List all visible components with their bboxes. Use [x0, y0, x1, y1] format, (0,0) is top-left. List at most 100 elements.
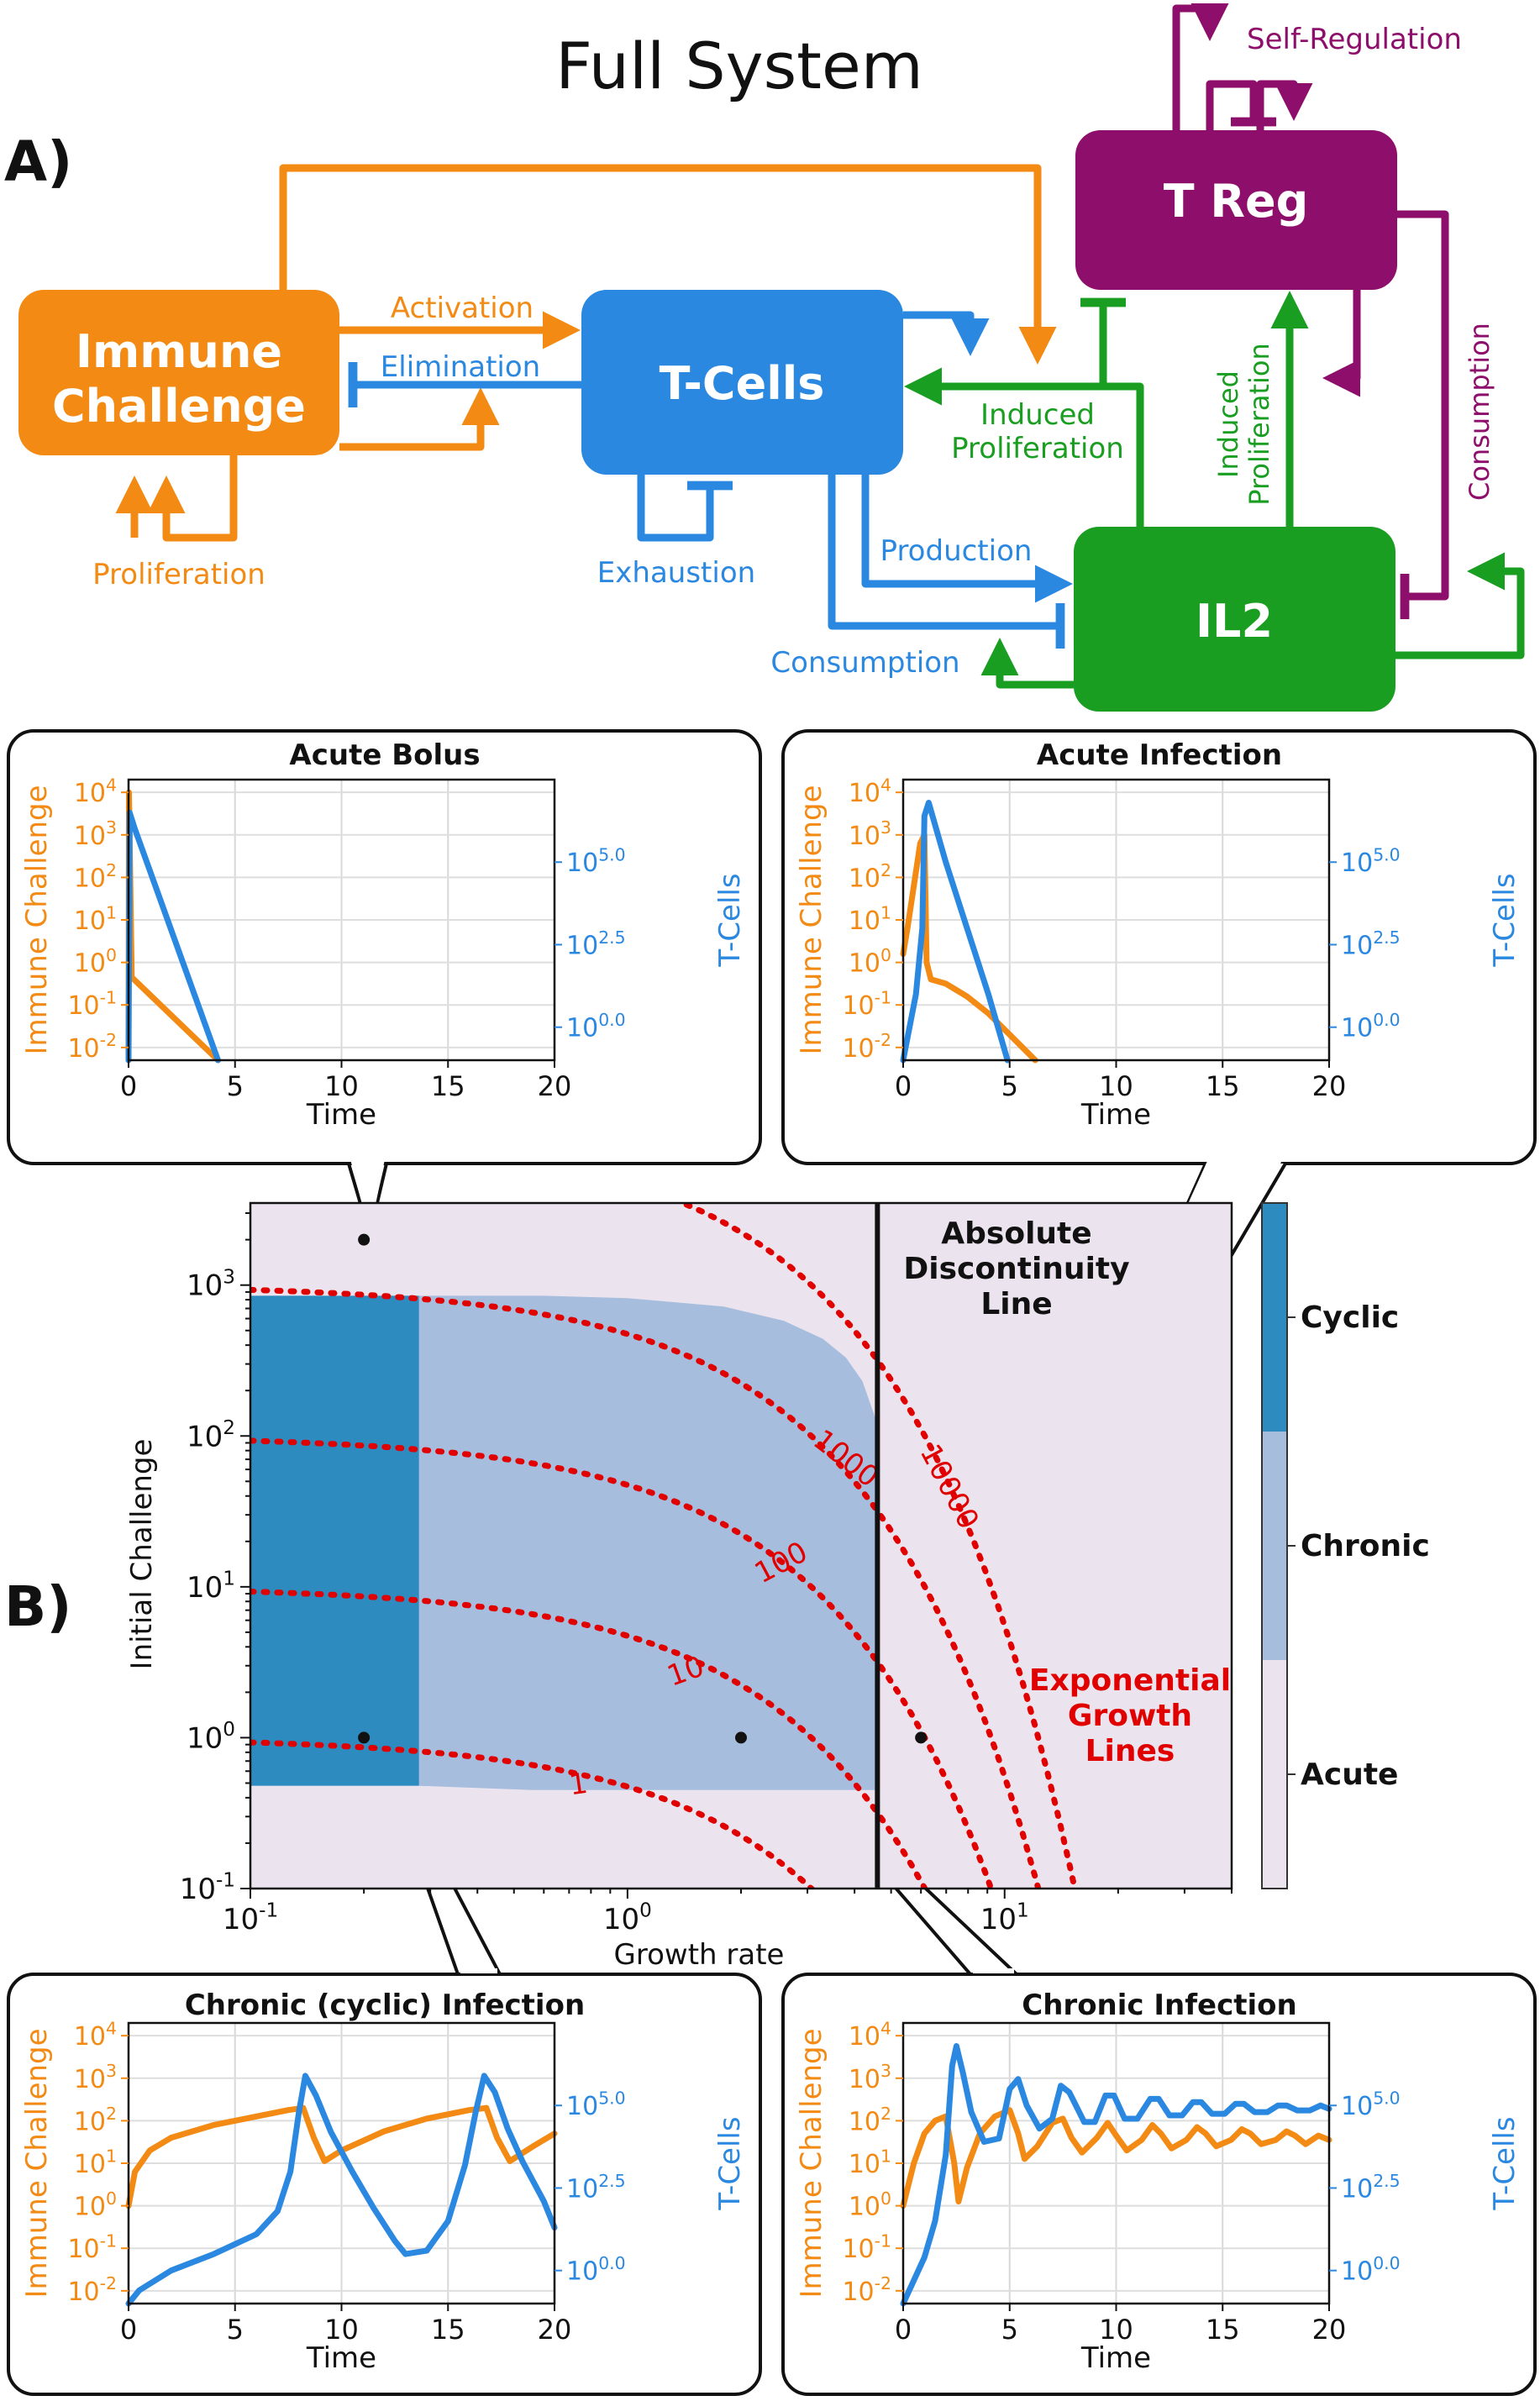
y-tick-label-left: 103: [74, 2061, 117, 2094]
label-induced-prolif-treg-2: Proliferation: [1243, 343, 1275, 506]
legend-chronic: Chronic: [1301, 1529, 1430, 1563]
region-chronic: [418, 1295, 878, 1790]
sample-point-4: [915, 1731, 928, 1744]
edge-il2-self-loop-right: [1395, 552, 1525, 659]
label-production: Production: [880, 534, 1033, 568]
growth-line-1: [250, 1739, 816, 1889]
growth-lines-label-1: Exponential: [1029, 1663, 1231, 1698]
legend-swatch-cyclic: [1262, 1203, 1287, 1432]
y-tick-label-left: 102: [74, 860, 117, 894]
x-tick-label: 20: [1312, 1070, 1347, 1102]
plot-title-acute-bolus: Acute Bolus: [289, 738, 480, 772]
x-tick-label: 5: [227, 2314, 244, 2346]
edge-consumption-treg: [1397, 210, 1449, 619]
region-legend: Cyclic Chronic Acute: [1261, 1202, 1430, 1889]
y-axis-label-left: Immune Challenge: [20, 2028, 54, 2298]
y-tick-label-left: 102: [74, 2104, 117, 2137]
sample-point-2: [358, 1731, 371, 1744]
plot-title-chronic-cyclic: Chronic (cyclic) Infection: [185, 1989, 585, 2022]
growth-lines-label-3: Lines: [1085, 1734, 1175, 1768]
x-tick-label: 20: [1312, 2314, 1347, 2346]
y-tick-label-left: 103: [74, 817, 117, 851]
panel-label-a: A): [4, 129, 72, 194]
phase-y-tick-label: 10-1: [180, 1870, 235, 1906]
x-tick-label: 5: [1001, 2314, 1018, 2346]
phase-ylabel: Initial Challenge: [125, 1439, 159, 1670]
edge-consumption-tcell: [828, 475, 1065, 649]
label-induced-prolif-tcell-1: Induced: [980, 398, 1095, 432]
time-plot-acute-infection: 0 5 10 15 20 Time 104 103 102 101 100 10-1 10-2 Immun…: [795, 775, 1522, 1132]
discontinuity-label-3: Line: [980, 1287, 1052, 1321]
y-axis-label-left: Immune Challenge: [20, 785, 54, 1054]
node-il2-label: IL2: [1196, 595, 1273, 648]
edge-exhaustion: [637, 475, 733, 542]
y-tick-label-left: 10-2: [67, 2273, 117, 2307]
phase-y-tick-label: 103: [187, 1266, 235, 1302]
y-tick-label-left: 100: [74, 945, 117, 979]
y-tick-label-left: 10-1: [842, 2231, 891, 2265]
y-tick-label-right: 102.5: [1341, 2171, 1401, 2204]
y-tick-label-right: 105.0: [1341, 2088, 1401, 2122]
edge-il2-self-loop-left: [980, 638, 1074, 689]
y-axis-label-left: Immune Challenge: [795, 785, 828, 1054]
y-tick-label-left: 102: [849, 2104, 891, 2137]
edge-tcell-self-activation: [903, 311, 990, 356]
x-axis-label: Time: [306, 1098, 376, 1132]
node-t-reg: [1075, 130, 1397, 290]
y-tick-label-left: 103: [849, 817, 891, 851]
node-immune-label-2: Challenge: [52, 380, 306, 433]
y-tick-label-left: 104: [74, 775, 117, 809]
y-axis-label-left: Immune Challenge: [795, 2028, 828, 2298]
sample-point-3: [735, 1731, 747, 1744]
y-tick-label-right: 100.0: [566, 2253, 626, 2287]
y-tick-label-left: 100: [849, 945, 891, 979]
y-tick-label-left: 101: [74, 2146, 117, 2179]
sample-point-1: [358, 1233, 371, 1246]
time-plot-acute-bolus: 0 5 10 15 20 Time 104 103 102 101 100 10-1 10-2 Immun…: [20, 775, 747, 1132]
y-axis-label-right: T-Cells: [1488, 873, 1522, 967]
x-tick-label: 0: [120, 1070, 137, 1102]
x-tick-label: 0: [895, 1070, 912, 1102]
phase-x-tick-label: 101: [980, 1900, 1029, 1936]
growth-line-10000: [675, 1203, 1078, 1889]
y-tick-label-right: 102.5: [1341, 927, 1401, 961]
y-tick-label-left: 100: [849, 2188, 891, 2222]
y-tick-label-left: 101: [849, 2146, 891, 2179]
x-tick-label: 5: [1001, 1070, 1018, 1102]
edge-treg-to-il2: [1322, 290, 1361, 397]
phase-x-tick-label: 10-1: [223, 1900, 278, 1936]
y-tick-label-right: 105.0: [1341, 845, 1401, 879]
edge-self-regulation-1: [1172, 3, 1229, 130]
y-tick-label-left: 10-1: [67, 2231, 117, 2265]
label-activation: Activation: [391, 292, 533, 325]
y-tick-label-right: 100.0: [566, 1010, 626, 1043]
phase-y-tick-label: 100: [187, 1719, 235, 1755]
region-cyclic: [250, 1295, 419, 1786]
discontinuity-label-2: Discontinuity: [903, 1252, 1129, 1286]
series-t-cells: [125, 2073, 558, 2307]
series-immune-challenge: [125, 2104, 558, 2209]
label-consumption-treg: Consumption: [1464, 323, 1495, 501]
y-tick-label-left: 102: [849, 860, 891, 894]
time-plot-chronic: 0 5 10 15 20 Time 104 103 102 101 100 10-1 10-2 Immun…: [795, 2019, 1522, 2375]
growth-line-100: [250, 1437, 995, 1889]
x-tick-label: 20: [538, 2314, 572, 2346]
x-tick-label: 0: [895, 2314, 912, 2346]
phase-y-tick-label: 101: [187, 1568, 235, 1605]
edge-immune-to-treg-tcell: [279, 164, 1057, 365]
y-tick-label-right: 100.0: [1341, 1010, 1401, 1043]
y-tick-label-right: 105.0: [566, 845, 626, 879]
edge-production: [861, 475, 1073, 603]
label-induced-prolif-treg-1: Induced: [1212, 370, 1244, 478]
x-tick-label: 15: [431, 2314, 465, 2346]
label-consumption-tcell: Consumption: [770, 646, 959, 680]
legend-swatch-chronic: [1262, 1432, 1287, 1660]
phase-xlabel: Growth rate: [614, 1938, 785, 1972]
label-induced-prolif-tcell-2: Proliferation: [951, 432, 1124, 465]
panel-label-b: B): [4, 1574, 71, 1639]
y-tick-label-left: 10-1: [67, 988, 117, 1022]
time-plot-chronic-cyclic: 0 5 10 15 20 Time 104 103 102 101 100 10-1 10-2 Immun…: [20, 2019, 747, 2375]
y-tick-label-right: 100.0: [1341, 2253, 1401, 2287]
